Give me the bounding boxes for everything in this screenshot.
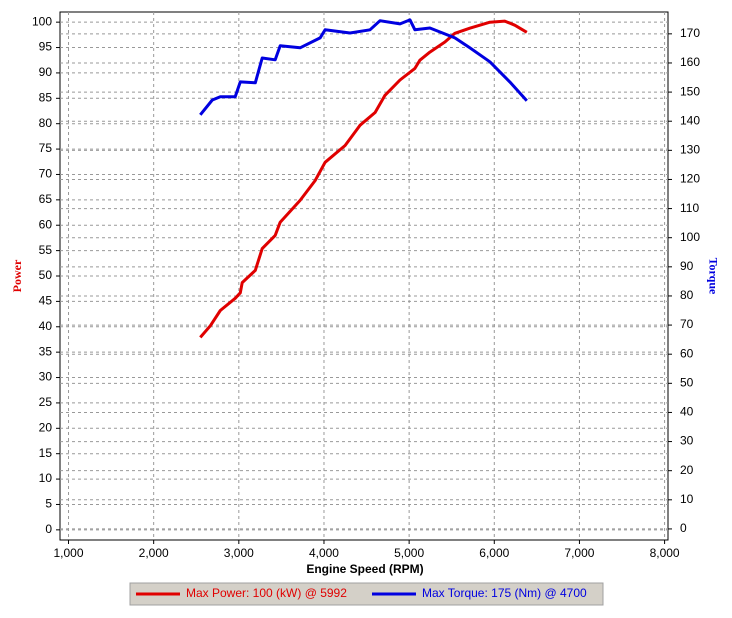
y-tick-label: 25	[39, 395, 53, 409]
y-tick-label: 100	[32, 14, 52, 28]
y2-tick-label: 110	[680, 201, 699, 215]
y2-tick-label: 150	[680, 84, 700, 98]
y-tick-label: 70	[39, 167, 53, 181]
y2-tick-label: 70	[680, 317, 694, 331]
y-tick-label: 80	[39, 116, 53, 130]
y2-tick-label: 30	[680, 434, 694, 448]
x-tick-label: 5,000	[394, 546, 424, 560]
y2-tick-label: 130	[680, 143, 700, 157]
x-tick-label: 8,000	[650, 546, 680, 560]
x-tick-label: 3,000	[224, 546, 254, 560]
legend-label: Max Power: 100 (kW) @ 5992	[186, 586, 347, 600]
y-tick-label: 40	[39, 319, 53, 333]
y-tick-label: 95	[39, 40, 53, 54]
y-tick-label: 65	[39, 192, 53, 206]
y2-axis-title: Torque	[706, 258, 720, 295]
y-tick-label: 90	[39, 65, 53, 79]
y-tick-label: 50	[39, 268, 53, 282]
y-tick-label: 45	[39, 294, 53, 308]
y2-tick-label: 80	[680, 288, 694, 302]
y2-tick-label: 160	[680, 55, 700, 69]
line-series	[199, 18, 528, 116]
y-tick-label: 55	[39, 243, 53, 257]
x-tick-label: 4,000	[309, 546, 339, 560]
y-tick-label: 0	[45, 522, 52, 536]
y-tick-label: 75	[39, 141, 53, 155]
x-tick-label: 7,000	[564, 546, 594, 560]
y-tick-label: 85	[39, 90, 53, 104]
y2-tick-label: 140	[680, 113, 700, 127]
x-tick-label: 6,000	[479, 546, 509, 560]
y-tick-label: 15	[39, 446, 53, 460]
x-tick-label: 2,000	[139, 546, 169, 560]
y2-tick-label: 0	[680, 521, 687, 535]
y2-tick-label: 40	[680, 405, 694, 419]
y2-tick-label: 170	[680, 26, 700, 40]
y2-tick-label: 60	[680, 346, 694, 360]
x-tick-label: 1,000	[53, 546, 83, 560]
y2-tick-label: 20	[680, 463, 694, 477]
y-tick-label: 35	[39, 344, 53, 358]
y-tick-label: 20	[39, 420, 53, 434]
legend-label: Max Torque: 175 (Nm) @ 4700	[422, 586, 587, 600]
legend-box	[129, 582, 604, 606]
y2-tick-label: 90	[680, 259, 694, 273]
y-tick-label: 60	[39, 217, 53, 231]
line-series	[199, 19, 528, 339]
x-axis-title: Engine Speed (RPM)	[306, 562, 423, 576]
y-tick-label: 5	[45, 497, 52, 511]
y-axis-title: Power	[10, 259, 24, 292]
y2-tick-label: 10	[680, 492, 694, 506]
y2-tick-label: 50	[680, 375, 694, 389]
y-tick-label: 10	[39, 471, 53, 485]
y2-tick-label: 120	[680, 172, 700, 186]
y-tick-label: 30	[39, 370, 53, 384]
y2-tick-label: 100	[680, 230, 700, 244]
